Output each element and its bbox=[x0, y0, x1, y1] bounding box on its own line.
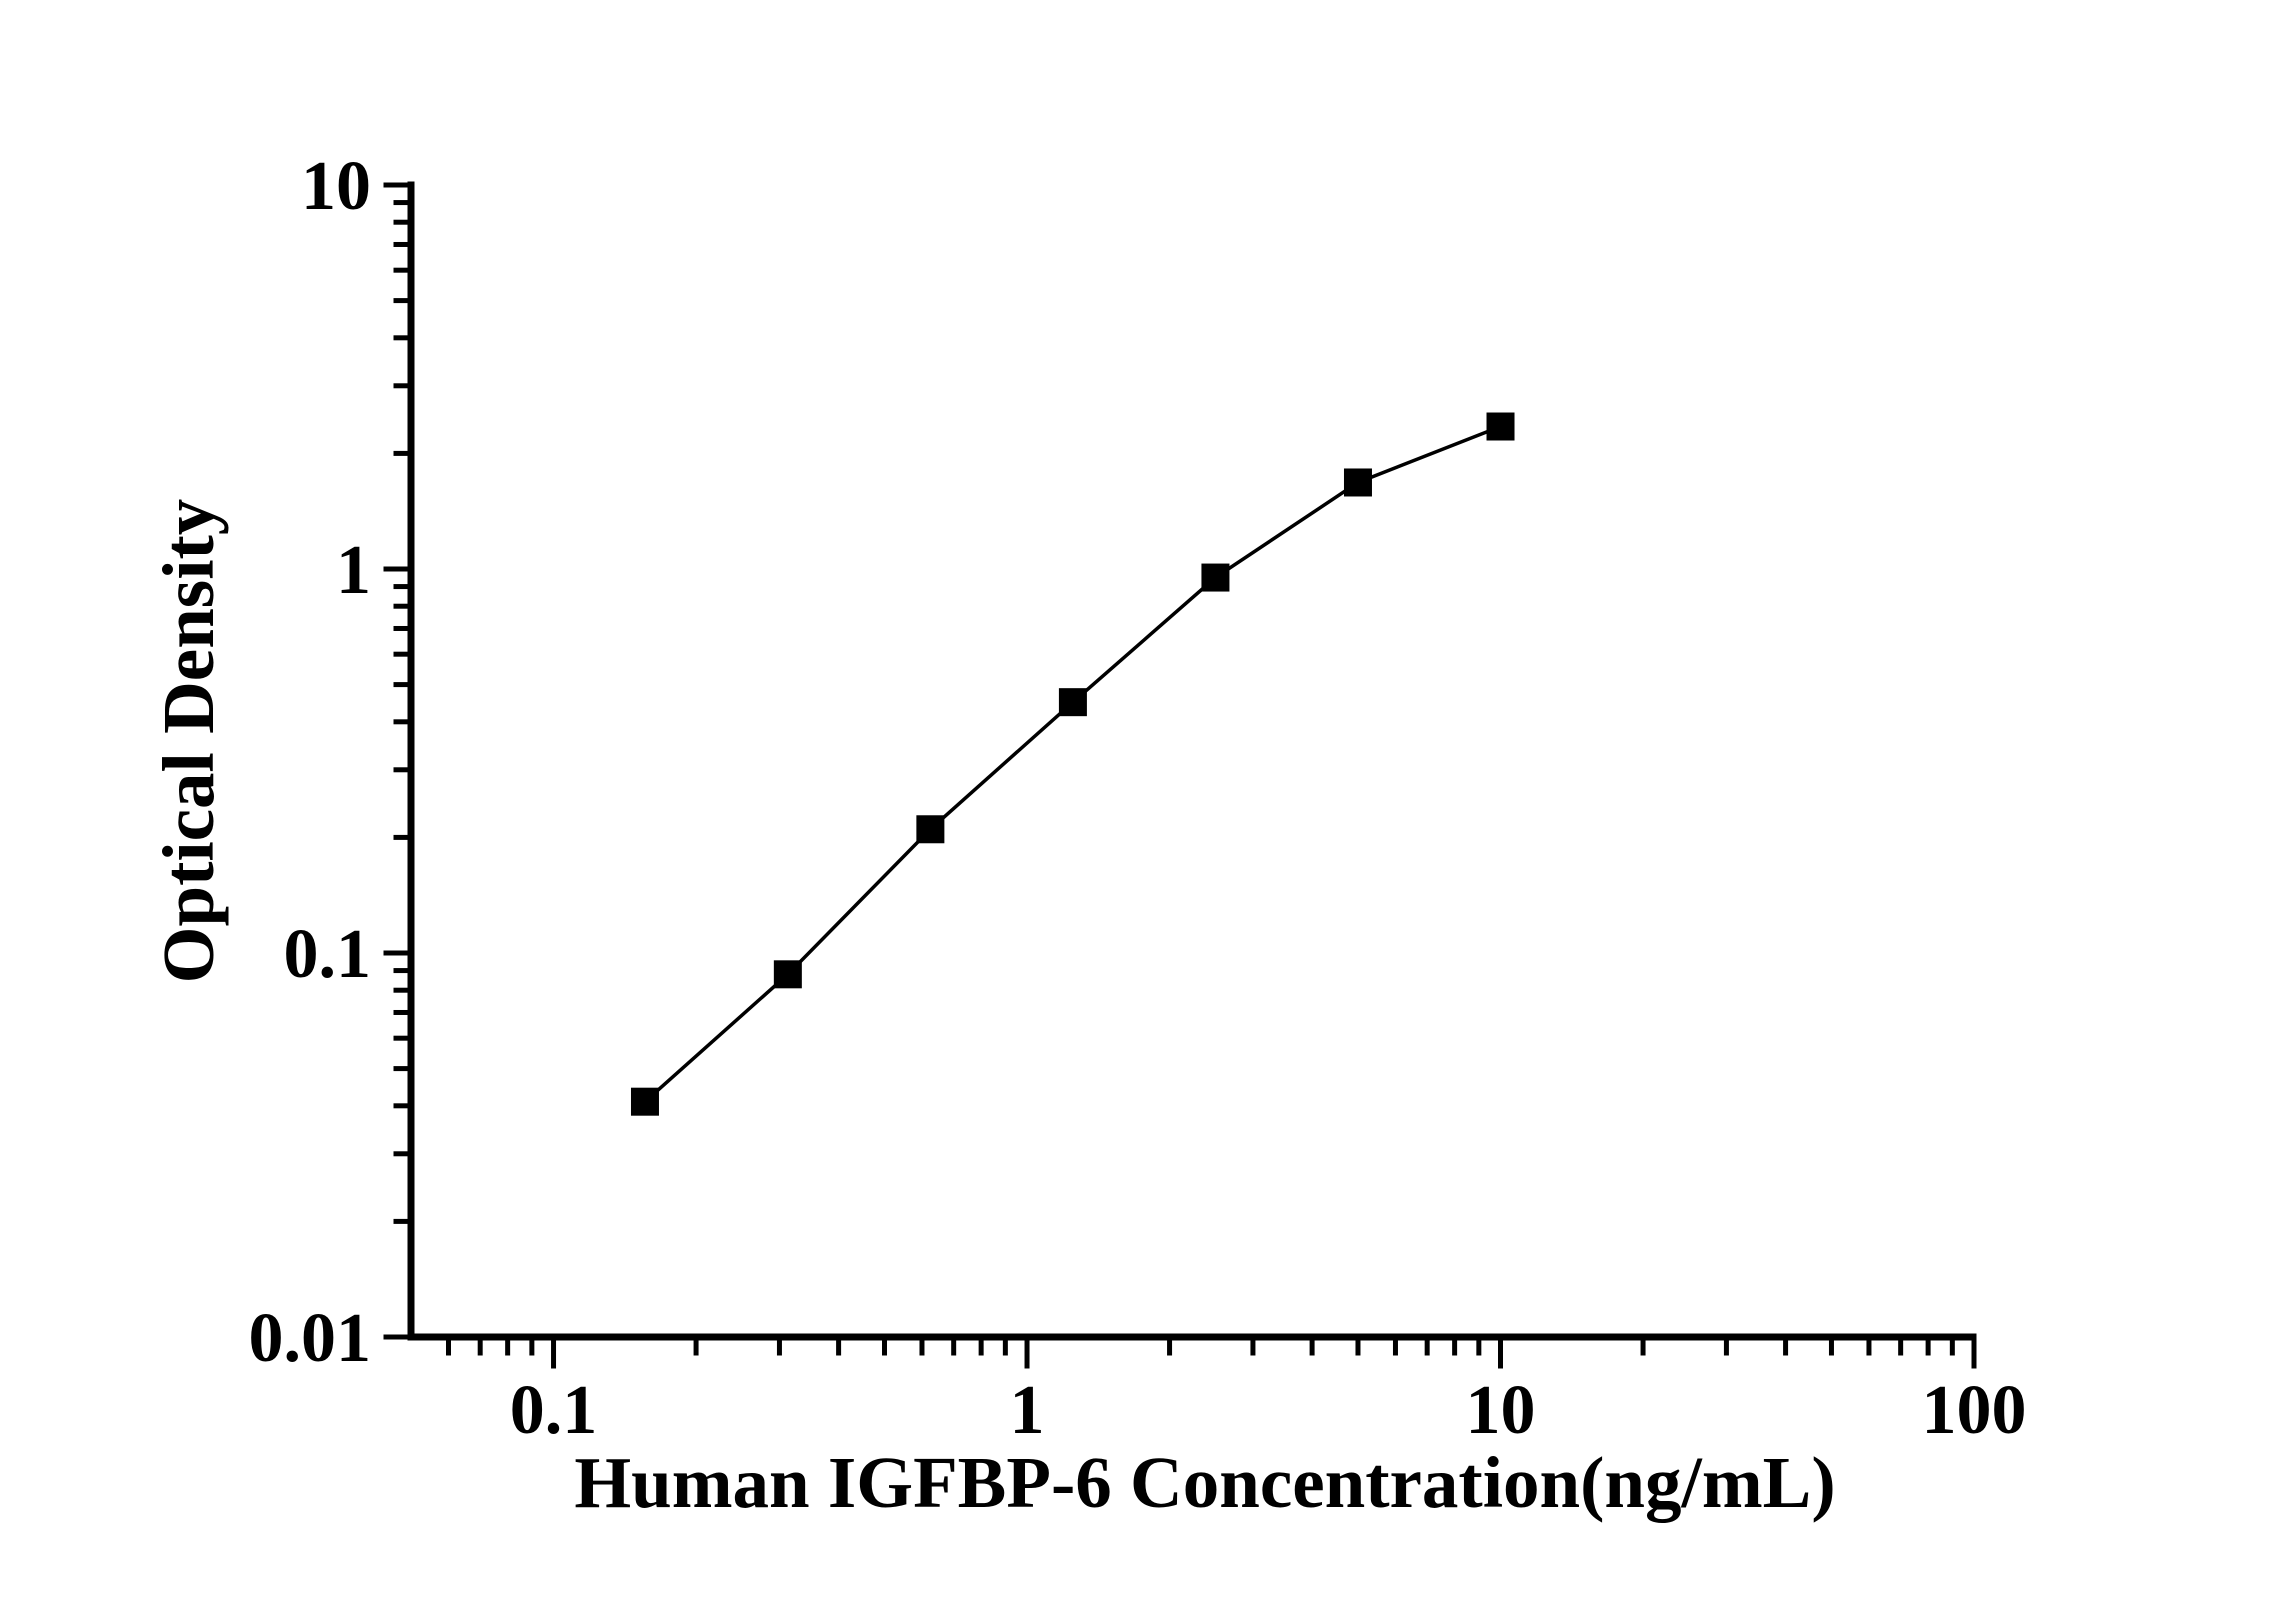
data-point-marker bbox=[916, 815, 945, 844]
y-tick-label: 1 bbox=[336, 532, 371, 609]
data-point-marker bbox=[773, 960, 802, 989]
data-point-marker bbox=[1343, 468, 1372, 497]
x-tick-label: 10 bbox=[1466, 1372, 1536, 1449]
series-line bbox=[643, 424, 1502, 1103]
x-tick-label: 100 bbox=[1922, 1372, 2027, 1449]
data-point-marker bbox=[1201, 563, 1230, 592]
data-point-marker bbox=[1486, 412, 1515, 441]
x-tick-label: 1 bbox=[1010, 1372, 1045, 1449]
data-point-marker bbox=[630, 1087, 659, 1116]
y-axis-title: Optical Density bbox=[148, 499, 229, 984]
x-axis-title: Human IGFBP-6 Concentration(ng/mL) bbox=[574, 1442, 1835, 1523]
y-tick-label: 10 bbox=[301, 148, 371, 225]
x-tick-label: 0.1 bbox=[510, 1372, 598, 1449]
y-tick-label: 0.01 bbox=[249, 1300, 372, 1377]
y-tick-label: 0.1 bbox=[284, 916, 372, 993]
data-point-marker bbox=[1058, 688, 1087, 717]
